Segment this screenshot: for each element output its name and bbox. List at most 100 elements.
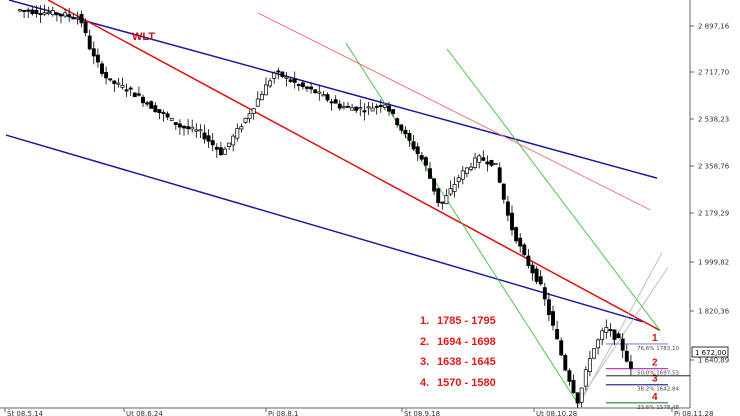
candle-down (26, 9, 31, 12)
candle-up (317, 91, 322, 94)
candle-up (268, 80, 273, 87)
candle-down (546, 299, 551, 315)
candle-down (296, 84, 301, 86)
candle-down (559, 340, 564, 356)
candle-down (628, 361, 633, 369)
candle-up (579, 387, 584, 403)
target-zone-4-number: 4. (420, 377, 429, 389)
candle-down (112, 80, 117, 85)
candle-down (538, 276, 543, 285)
candle-down (91, 48, 96, 57)
candle-up (592, 348, 596, 359)
candles (18, 4, 633, 409)
last-price-box-frame (691, 346, 729, 358)
x-tick-label: Pi 08.11.28 (674, 410, 713, 416)
candle-up (50, 10, 55, 16)
candle-down (157, 109, 162, 114)
candle-up (587, 358, 592, 372)
target-zones: 1. 1785 - 1795 2. 1694 - 1698 3. 1638 - … (420, 315, 496, 389)
candle-down (575, 392, 580, 404)
x-tick-label: Ut 08.6.24 (126, 410, 163, 416)
candle-down (218, 147, 223, 155)
fibonacci-levels: 76,6% 1783,10 1 50,0% 1697,53 2 38,2% 1642,8… (606, 333, 690, 411)
candle-down (325, 94, 330, 101)
candle-up (444, 195, 449, 204)
fib-level-label: 38,2% 1642,84 (637, 387, 679, 393)
candle-down (79, 13, 84, 24)
candle-down (616, 333, 621, 339)
candle-up (321, 94, 326, 97)
candle-down (210, 140, 215, 146)
candle-up (223, 148, 227, 155)
candle-down (173, 122, 178, 126)
candle-up (247, 113, 252, 120)
y-tick-label: 2 717,70 (698, 69, 729, 77)
candle-down (378, 104, 383, 108)
fib-level-label: 50,0% 1697,53 (637, 371, 679, 377)
candle-down (182, 125, 186, 129)
y-tick-label: 1 999,82 (698, 259, 729, 267)
thin-red-parallel-line (257, 12, 651, 211)
fib-level-label: 76,6% 1783,10 (637, 346, 679, 352)
candle-down (34, 9, 39, 14)
fib-level-marker: 4 (652, 392, 658, 403)
candle-up (460, 170, 465, 180)
candle-down (288, 79, 293, 82)
candle-up (272, 72, 277, 79)
candle-up (120, 85, 125, 88)
candle-down (551, 311, 555, 326)
upper-blue-channel-line (8, 0, 658, 179)
y-tick-label: 2 538,23 (698, 116, 729, 124)
candle-up (477, 155, 482, 163)
candle-down (276, 70, 281, 73)
candle-down (329, 101, 334, 104)
candle-down (124, 89, 129, 92)
y-tick-label: 1 640,89 (698, 357, 729, 365)
candle-down (313, 89, 318, 94)
candle-up (255, 98, 260, 107)
y-tick-label: 2 179,29 (698, 210, 729, 218)
target-zone-3-range: 1638 - 1645 (437, 356, 496, 368)
candle-up (464, 167, 469, 174)
candle-up (75, 17, 80, 20)
candle-down (100, 63, 104, 74)
candle-down (510, 212, 514, 231)
x-tick-label: Št 08.5.14 (7, 409, 44, 416)
candle-down (481, 157, 486, 161)
candle-down (505, 201, 510, 216)
candle-up (452, 184, 457, 192)
candle-down (440, 201, 445, 204)
candle-down (54, 12, 59, 16)
candle-up (469, 166, 473, 170)
candle-down (305, 86, 309, 89)
candle-down (38, 13, 43, 16)
candle-down (165, 113, 170, 118)
target-zone-2-range: 1694 - 1698 (437, 336, 496, 348)
green-channel-left-line (345, 42, 578, 403)
candle-down (612, 329, 617, 340)
candle-down (145, 102, 150, 105)
candle-down (485, 161, 490, 165)
y-tick-label: 2 897,16 (698, 23, 730, 31)
candle-down (530, 264, 535, 274)
candle-down (497, 167, 502, 183)
y-tick-label: 2 358,76 (698, 163, 730, 171)
last-price-label: 1 672,00 (695, 349, 726, 357)
candle-down (104, 72, 109, 79)
candle-down (387, 105, 391, 112)
candle-down (128, 87, 133, 90)
target-zone-4-range: 1570 - 1580 (437, 377, 496, 389)
candle-down (411, 141, 416, 150)
candle-down (95, 54, 100, 63)
candle-up (370, 107, 375, 112)
candle-down (300, 82, 305, 88)
candle-down (214, 146, 219, 150)
candle-up (235, 128, 240, 139)
candle-up (227, 142, 232, 147)
candle-down (489, 159, 494, 166)
candle-down (518, 237, 523, 247)
candle-up (456, 177, 461, 183)
candle-down (153, 105, 158, 113)
candle-down (428, 168, 432, 179)
fib-level-marker: 3 (652, 374, 658, 385)
